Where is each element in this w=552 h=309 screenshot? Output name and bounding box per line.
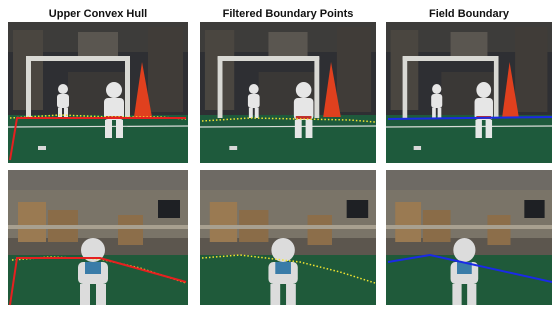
photo [200,22,376,163]
column-title: Filtered Boundary Points [223,8,354,20]
figure: Upper Convex Hull Filtered Boundary Poin… [0,0,552,309]
photo [200,170,376,305]
column-title: Field Boundary [429,8,510,20]
photo [8,22,188,163]
photo [386,22,552,163]
photo [8,170,188,305]
column-title: Upper Convex Hull [49,8,147,20]
photo [386,170,552,305]
